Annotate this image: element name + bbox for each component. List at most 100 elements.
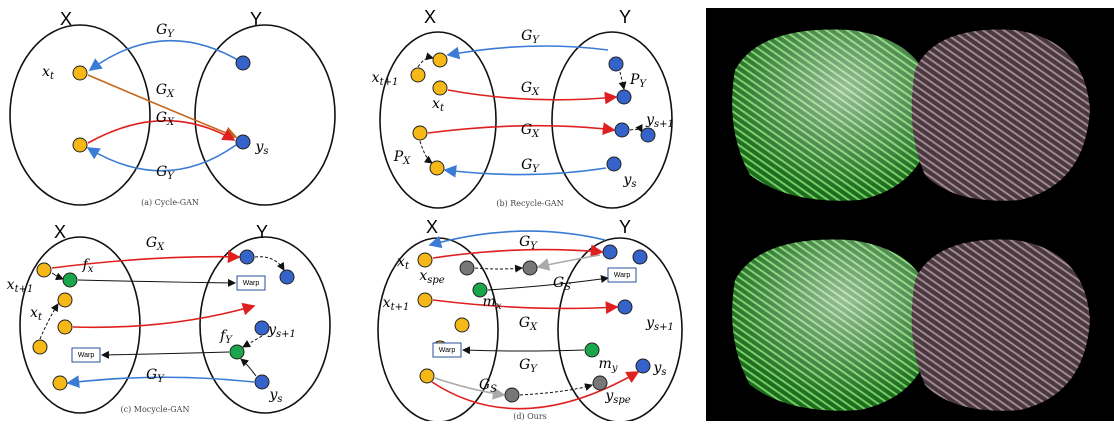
label-sub: spe — [613, 395, 631, 406]
math-label: GS — [479, 377, 497, 395]
label-sub: s — [263, 146, 268, 157]
label-main: G — [521, 80, 532, 96]
math-label: GX — [156, 82, 175, 100]
domain-label: X — [60, 9, 72, 29]
sample-node — [33, 340, 47, 354]
label-sub: s+1 — [276, 329, 296, 340]
sample-node — [455, 318, 469, 332]
label-main: x — [397, 254, 405, 270]
label-main: G — [156, 22, 167, 38]
sample-node — [418, 293, 432, 307]
label-main: x — [372, 70, 380, 86]
mapping-arrow — [630, 129, 642, 132]
sample-node — [607, 157, 621, 171]
highlight — [732, 30, 935, 201]
panel-caption: (d) Ours — [513, 412, 547, 421]
label-sub: X — [156, 242, 165, 253]
mapping-arrow — [52, 257, 239, 268]
mapping-arrow — [418, 58, 433, 67]
math-label: yspe — [604, 388, 630, 406]
mapping-arrow — [52, 273, 63, 279]
sample-node — [240, 250, 254, 264]
sample-node — [411, 68, 425, 82]
sample-node — [236, 135, 250, 149]
sample-node — [73, 66, 87, 80]
math-label: GX — [521, 122, 540, 140]
sample-node — [37, 263, 51, 277]
mapping-arrow — [102, 352, 229, 355]
math-label: ys+1 — [267, 322, 296, 340]
math-label: mx — [483, 294, 502, 312]
sample-node — [413, 126, 427, 140]
label-sub: t+1 — [15, 284, 34, 295]
renderings — [706, 8, 1114, 421]
diagram-panel: XYGYxt+1PYxtGXys+1GXPXGYys(b) Recycle-GA… — [372, 7, 674, 208]
mapping-arrow — [448, 46, 608, 55]
math-label: GX — [519, 315, 538, 333]
label-main: x — [7, 277, 15, 293]
sample-node — [255, 321, 269, 335]
label-main: G — [156, 110, 167, 126]
mapping-arrow — [433, 300, 617, 308]
label-main: x — [419, 268, 427, 284]
warp-label: Warp — [439, 347, 456, 354]
label-sub: S — [490, 384, 497, 395]
sample-node — [53, 376, 67, 390]
figure: XYGYxtGXGXysGY(a) Cycle-GANXYGYxt+1PYxtG… — [0, 0, 1114, 421]
label-sub: X — [531, 129, 540, 140]
sample-node — [641, 128, 655, 142]
sample-node — [505, 388, 519, 402]
label-main: m — [483, 294, 496, 310]
math-label: xt+1 — [7, 277, 34, 295]
label-main: G — [156, 164, 167, 180]
label-sub: s+1 — [654, 119, 674, 130]
math-label: PX — [393, 149, 411, 167]
label-main: x — [432, 96, 440, 112]
mapping-arrow — [241, 359, 256, 376]
math-label: GY — [156, 164, 175, 182]
domain-label: Y — [619, 217, 631, 237]
sample-node — [603, 245, 617, 259]
sample-node — [617, 90, 631, 104]
label-main: G — [519, 315, 530, 331]
label-main: G — [146, 235, 157, 251]
warp-label: Warp — [614, 272, 631, 279]
panel-caption: (b) Recycle-GAN — [496, 199, 563, 208]
math-label: xt+1 — [372, 70, 399, 88]
domain-ellipse — [195, 25, 335, 205]
label-sub: t — [38, 312, 43, 323]
math-label: ys — [254, 139, 268, 157]
sample-node — [609, 57, 623, 71]
label-main: m — [599, 356, 612, 372]
label-sub: Y — [532, 35, 540, 46]
label-sub: s — [661, 367, 666, 378]
sample-node — [433, 53, 447, 67]
math-label: GX — [146, 235, 165, 253]
panel-caption: (a) Cycle-GAN — [141, 198, 199, 207]
math-label: xspe — [419, 268, 444, 286]
math-label: GY — [146, 367, 165, 385]
math-label: xt — [432, 96, 445, 114]
sample-node — [615, 123, 629, 137]
math-label: GY — [519, 234, 538, 252]
label-main: P — [629, 72, 640, 88]
sample-node — [523, 261, 537, 275]
mapping-arrow — [40, 304, 58, 339]
math-label: GY — [156, 22, 175, 40]
domain-label: X — [54, 222, 66, 242]
sample-node — [618, 300, 632, 314]
math-label: ys — [622, 172, 636, 190]
math-label: GX — [156, 110, 175, 128]
sample-node — [430, 161, 444, 175]
label-main: P — [393, 149, 404, 165]
sample-node — [633, 250, 647, 264]
math-label: PY — [629, 72, 647, 90]
domain-label: X — [426, 217, 438, 237]
sample-node — [73, 138, 87, 152]
math-label: GY — [519, 357, 538, 375]
label-sub: X — [402, 156, 411, 167]
math-label: GY — [521, 157, 540, 175]
panel-caption: (c) Mocycle-GAN — [121, 405, 190, 414]
math-label: ys — [652, 360, 666, 378]
